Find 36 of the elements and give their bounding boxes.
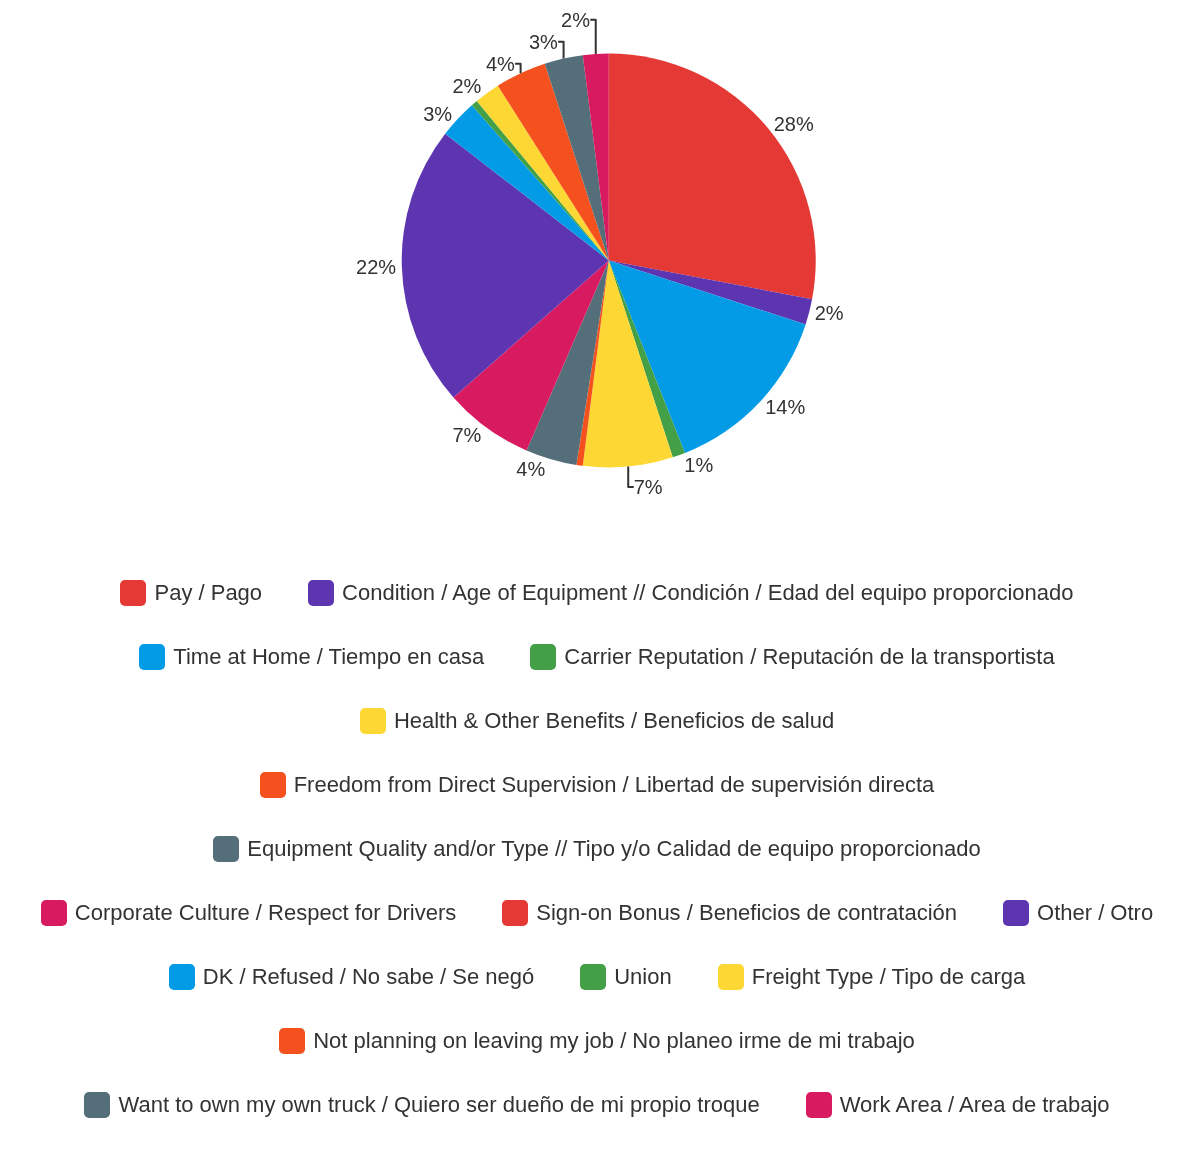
data-label: 7%	[452, 424, 482, 447]
data-label: 1%	[684, 454, 714, 476]
data-label: 3%	[528, 30, 559, 53]
legend-label: Sign-on Bonus / Beneficios de contratación	[536, 900, 958, 926]
legend-label: Want to own my own truck / Quiero ser dueño de mi propio troque	[118, 1092, 760, 1118]
legend-label: Freedom from Direct Supervision / Libertad de supervisión directa	[293, 772, 935, 798]
legend-label: Union	[614, 964, 672, 990]
pie-slice	[582, 260, 673, 468]
data-label: 4%	[516, 458, 546, 481]
data-label: 3%	[423, 102, 453, 125]
data-label: 28%	[773, 113, 814, 136]
data-label: 2%	[561, 8, 591, 31]
pie-slice	[608, 53, 816, 300]
pie-slice	[453, 260, 609, 451]
legend-label: Equipment Quality and/or Type // Tipo y/o Calidad de equipo proporcionado	[247, 836, 981, 862]
pie-slice	[582, 53, 609, 261]
pie-slice	[401, 133, 609, 398]
data-label: 14%	[765, 396, 806, 419]
legend-label: Not planning on leaving my job / No planeo irme de mi trabajo	[313, 1028, 915, 1054]
legend-label: Other / Otro	[1037, 900, 1154, 926]
pie-slice	[608, 260, 685, 458]
data-label: 4%	[485, 52, 516, 75]
legend-label: Time at Home / Tiempo en casa	[173, 644, 485, 670]
legend-label: Corporate Culture / Respect for Drivers	[74, 900, 457, 926]
data-label: 7%	[633, 476, 663, 498]
legend-label: Carrier Reputation / Reputación de la transportista	[564, 644, 1055, 670]
legend-label: Freight Type / Tipo de carga	[751, 964, 1026, 990]
legend-label: DK / Refused / No sabe / Se negó	[202, 964, 535, 990]
legend-label: Condition / Age of Equipment // Condición / Edad del equipo proporcionado	[342, 580, 1074, 606]
pie-slice	[608, 260, 806, 453]
legend-label: Pay / Pago	[154, 580, 263, 606]
legend-label: Work Area / Area de trabajo	[839, 1092, 1110, 1118]
legend-label: Health & Other Benefits / Beneficios de salud	[393, 708, 835, 734]
data-label: 2%	[452, 74, 482, 97]
data-label: 22%	[356, 256, 397, 279]
data-label: 2%	[814, 301, 844, 324]
